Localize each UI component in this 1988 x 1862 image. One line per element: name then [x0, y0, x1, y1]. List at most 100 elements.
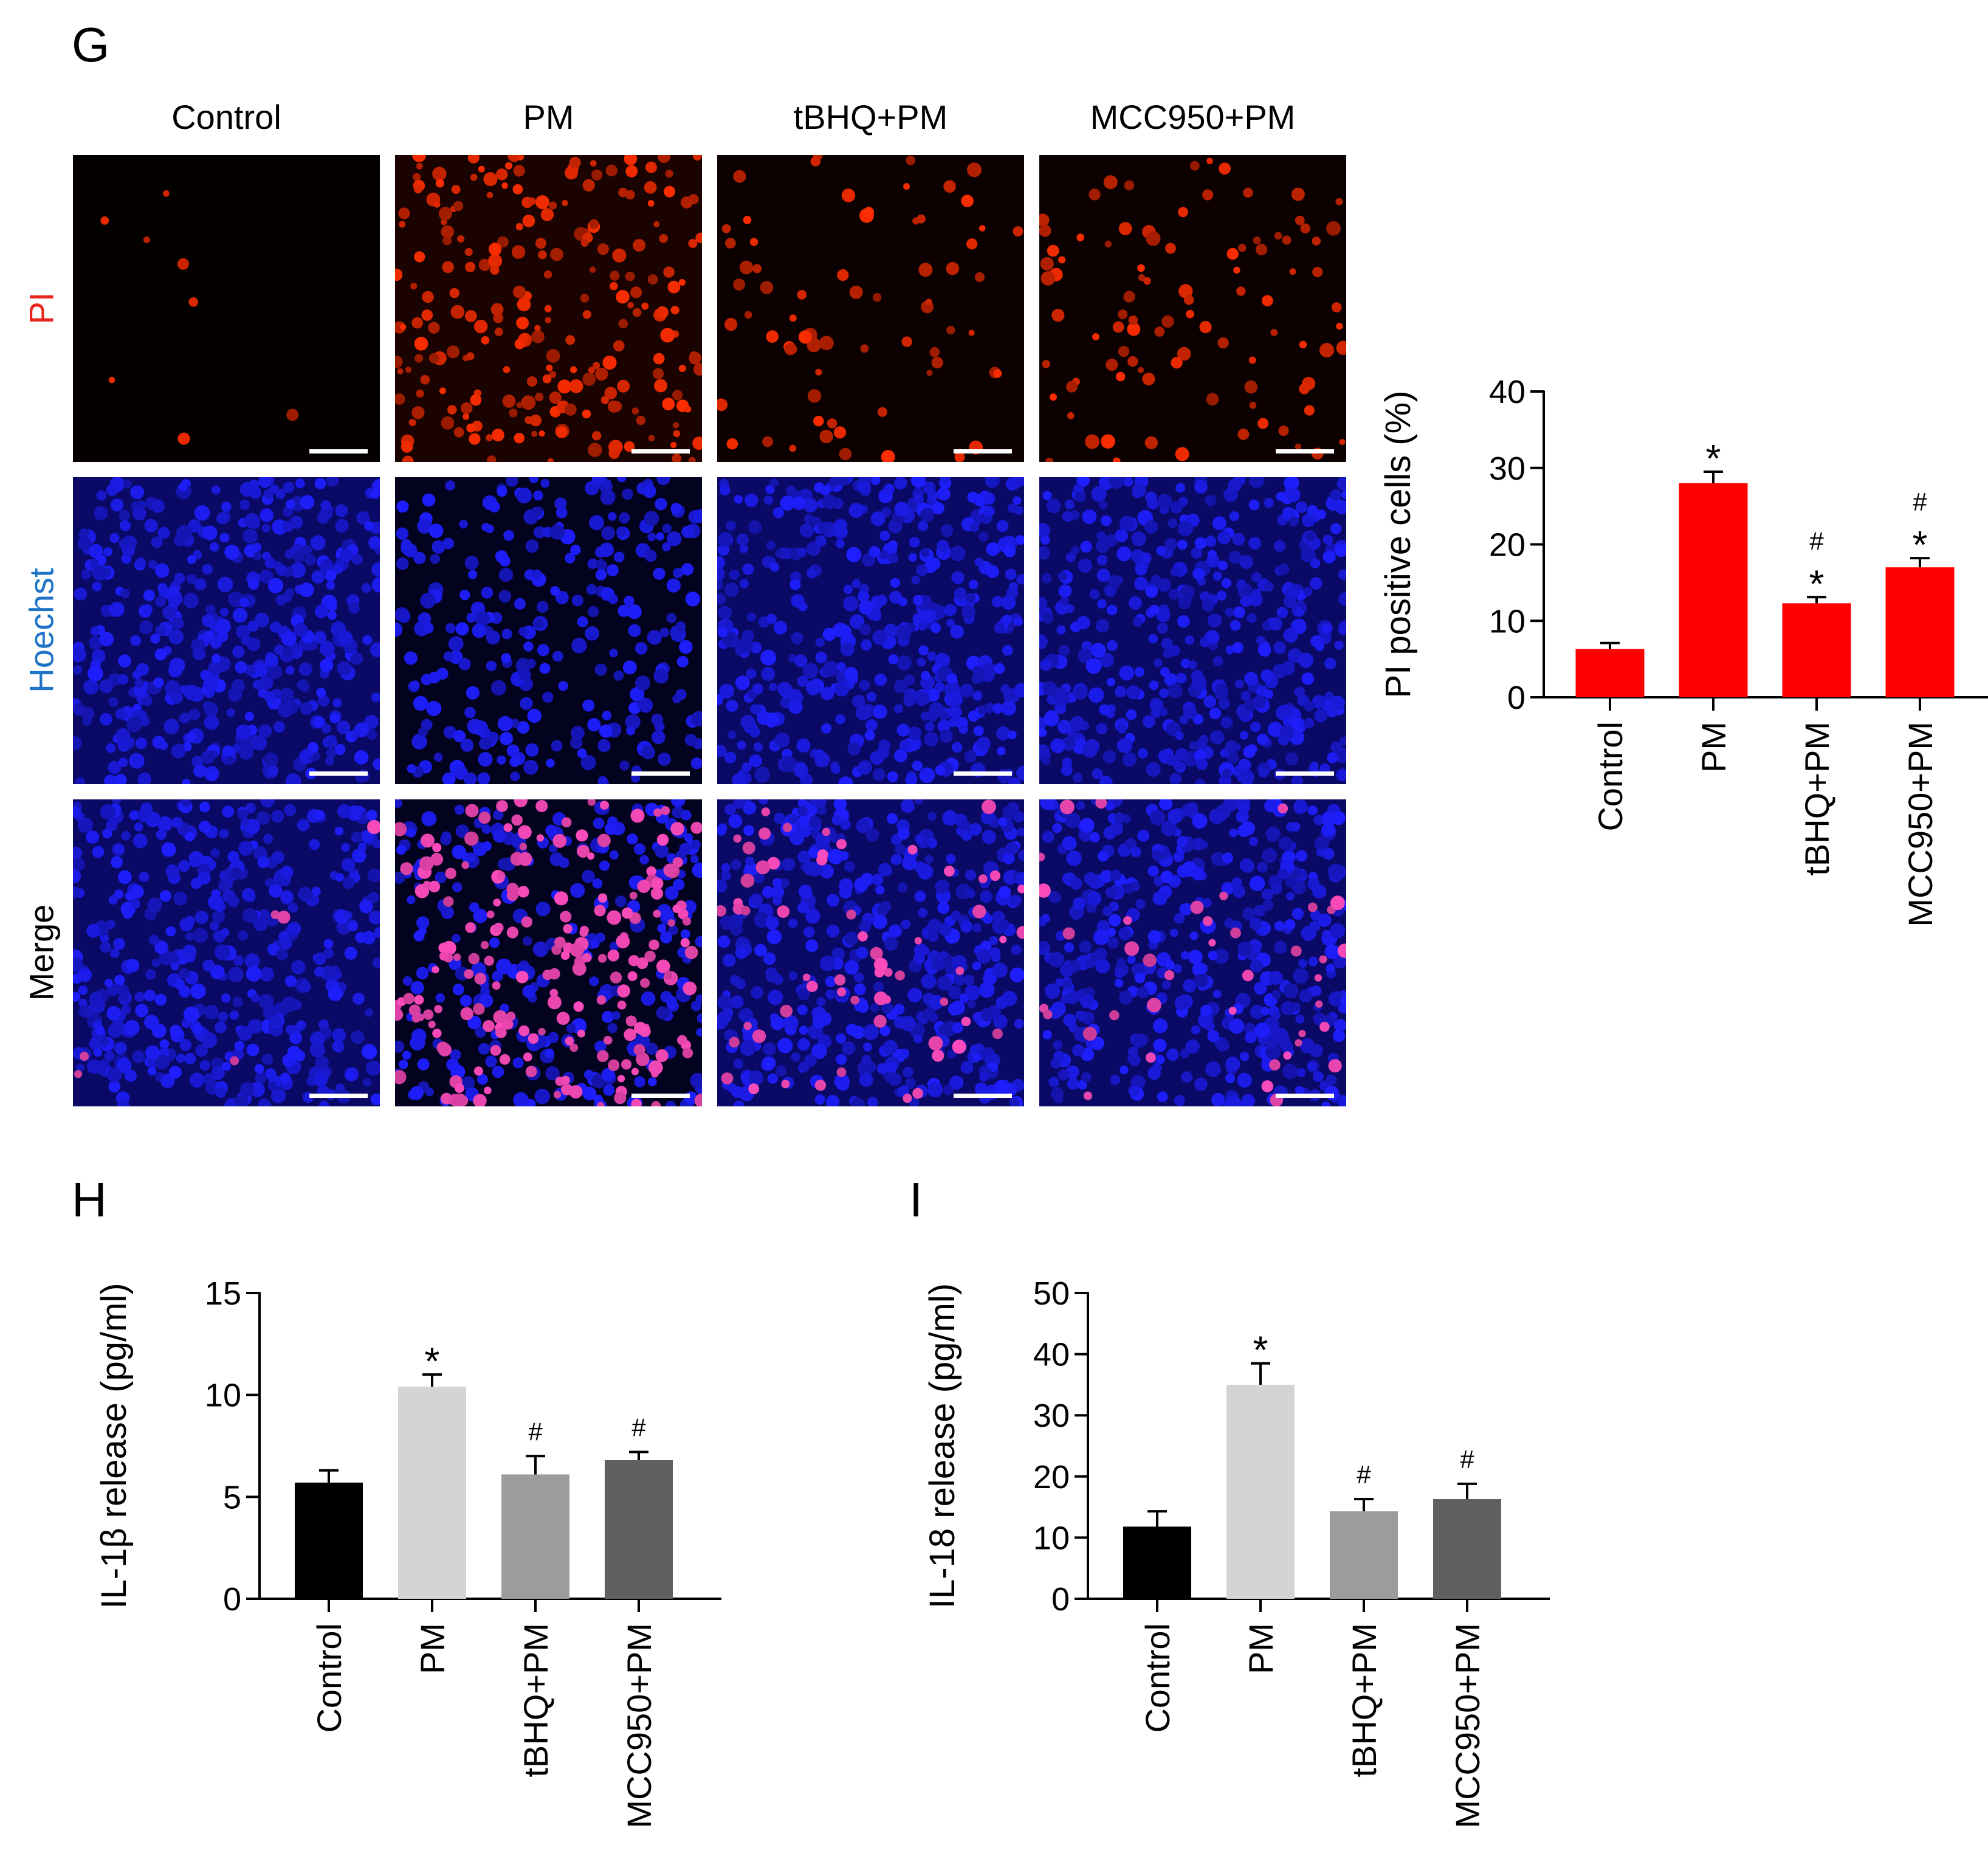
- cell-nucleus: [535, 195, 549, 210]
- cell-nucleus: [758, 799, 768, 805]
- cell-nucleus: [805, 939, 819, 953]
- cell-nucleus: [147, 897, 162, 912]
- cell-nucleus: [416, 967, 429, 980]
- cell-nucleus: [244, 953, 260, 969]
- cell-nucleus: [1095, 947, 1107, 960]
- cell-nucleus: [1175, 447, 1189, 461]
- cell-nucleus: [772, 896, 782, 906]
- cell-nucleus: [590, 160, 597, 167]
- cell-nucleus: [320, 658, 334, 672]
- cell-nucleus: [215, 1021, 227, 1033]
- cell-nucleus: [1147, 865, 1159, 877]
- cell-nucleus: [745, 494, 758, 508]
- cell-nucleus: [1284, 919, 1296, 930]
- cell-nucleus: [1062, 836, 1077, 851]
- cell-nucleus: [903, 183, 910, 190]
- cell-nucleus: [952, 742, 963, 753]
- cell-nucleus: [297, 818, 310, 832]
- cell-nucleus: [359, 900, 373, 914]
- cell-nucleus: [73, 973, 82, 984]
- cell-nucleus: [91, 565, 108, 581]
- cell-nucleus: [1225, 1057, 1240, 1072]
- cell-nucleus: [803, 498, 818, 513]
- cell-nucleus: [1155, 607, 1171, 622]
- cell-nucleus: [517, 721, 530, 734]
- pi-positive-nucleus: [1315, 1000, 1323, 1008]
- cell-nucleus: [118, 654, 131, 667]
- cell-nucleus: [805, 908, 820, 924]
- cell-nucleus: [985, 477, 1000, 488]
- pi-positive-nucleus: [1319, 1021, 1330, 1032]
- cell-nucleus: [460, 739, 474, 752]
- cell-nucleus: [888, 654, 899, 664]
- cell-nucleus: [935, 682, 945, 692]
- cell-nucleus: [648, 435, 655, 442]
- cell-nucleus: [1161, 820, 1177, 836]
- cell-nucleus: [1238, 802, 1250, 814]
- cell-nucleus: [582, 372, 596, 386]
- cell-nucleus: [1239, 555, 1253, 569]
- cell-nucleus: [171, 816, 183, 829]
- cell-nucleus: [1334, 640, 1344, 650]
- cell-nucleus: [1067, 1077, 1079, 1090]
- cell-nucleus: [1090, 643, 1106, 658]
- cell-nucleus: [937, 902, 950, 914]
- cell-nucleus: [527, 708, 542, 723]
- cell-nucleus: [227, 895, 239, 908]
- cell-nucleus: [902, 855, 917, 871]
- cell-nucleus: [1085, 658, 1102, 674]
- cell-nucleus: [827, 418, 838, 429]
- pi-positive-nucleus: [519, 843, 528, 850]
- cell-nucleus: [1327, 752, 1338, 764]
- cell-nucleus: [1134, 667, 1144, 677]
- significance-hash: #: [631, 1413, 646, 1442]
- pi-positive-nucleus: [518, 1025, 530, 1036]
- cell-nucleus: [73, 665, 83, 675]
- cell-nucleus: [1316, 509, 1326, 520]
- cell-nucleus: [1264, 582, 1274, 592]
- cell-nucleus: [763, 1043, 776, 1056]
- pi-positive-nucleus: [610, 971, 622, 984]
- cell-nucleus: [754, 943, 767, 957]
- cell-nucleus: [918, 645, 929, 656]
- pi-positive-nucleus: [636, 1052, 650, 1066]
- cell-nucleus: [1274, 940, 1287, 954]
- cell-nucleus: [478, 752, 493, 767]
- cell-nucleus: [1175, 731, 1184, 740]
- cell-nucleus: [470, 394, 482, 406]
- pi-positive-nucleus: [597, 954, 607, 963]
- micrograph-canvas: [395, 477, 702, 784]
- cell-nucleus: [1073, 773, 1083, 783]
- pi-positive-nucleus: [438, 1043, 452, 1057]
- cell-nucleus: [1009, 1098, 1020, 1106]
- cell-nucleus: [1173, 851, 1185, 863]
- cell-nucleus: [463, 413, 469, 420]
- cell-nucleus: [334, 826, 344, 836]
- cell-nucleus: [872, 768, 886, 781]
- cell-nucleus: [319, 641, 335, 657]
- cell-nucleus: [211, 485, 221, 495]
- cell-nucleus: [110, 498, 124, 512]
- cell-nucleus: [675, 689, 687, 700]
- y-tick-label: 40: [1033, 1337, 1070, 1373]
- cell-nucleus: [1073, 686, 1088, 700]
- cell-nucleus: [631, 407, 639, 415]
- cell-nucleus: [717, 567, 725, 582]
- cell-nucleus: [1009, 894, 1022, 907]
- cell-nucleus: [325, 756, 334, 765]
- cell-nucleus: [639, 855, 649, 865]
- cell-nucleus: [917, 657, 926, 667]
- cell-nucleus: [1321, 1102, 1330, 1106]
- cell-nucleus: [914, 799, 923, 805]
- cell-nucleus: [74, 706, 84, 716]
- cell-nucleus: [1152, 850, 1163, 861]
- pi-positive-nucleus: [625, 1015, 637, 1027]
- significance-hash: #: [528, 1417, 543, 1446]
- cell-nucleus: [100, 804, 116, 820]
- cell-nucleus: [1190, 160, 1200, 171]
- pi-positive-nucleus: [414, 995, 424, 1005]
- cell-nucleus: [1106, 358, 1118, 371]
- cell-nucleus: [753, 742, 763, 752]
- cell-nucleus: [1205, 495, 1217, 506]
- cell-nucleus: [1211, 852, 1226, 866]
